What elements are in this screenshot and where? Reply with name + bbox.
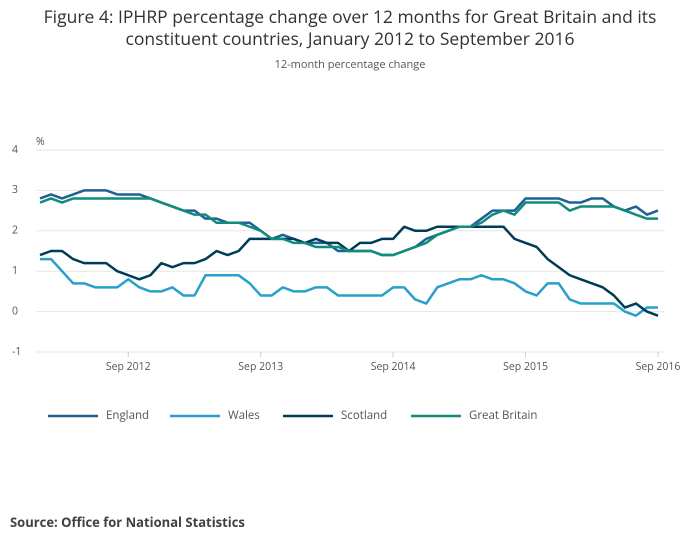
- y-tick-label: 1: [12, 264, 18, 278]
- y-tick-label: -1: [12, 345, 21, 359]
- y-tick-label: 3: [12, 183, 18, 197]
- y-tick-label: 0: [12, 304, 18, 318]
- x-tick-label: Sep 2014: [371, 360, 416, 374]
- legend-label: Scotland: [341, 408, 387, 423]
- chart-title: Figure 4: IPHRP percentage change over 1…: [43, 5, 657, 51]
- x-tick-label: Sep 2016: [636, 360, 681, 374]
- y-tick-label: 2: [12, 224, 18, 238]
- source: Source: Office for National Statistics: [10, 513, 245, 531]
- series-line: [39, 197, 658, 257]
- legend-label: Wales: [228, 408, 260, 423]
- y-unit: %: [36, 135, 45, 149]
- x-tick-label: Sep 2015: [503, 360, 548, 374]
- chart-subtitle: 12-month percentage change: [274, 57, 426, 72]
- legend-label: Great Britain: [469, 408, 537, 423]
- y-tick-label: 4: [12, 143, 18, 157]
- legend-label: England: [106, 408, 149, 423]
- series-line: [39, 189, 659, 257]
- series-line: [40, 257, 658, 317]
- x-tick-label: Sep 2012: [106, 360, 151, 374]
- x-tick-label: Sep 2013: [238, 360, 283, 374]
